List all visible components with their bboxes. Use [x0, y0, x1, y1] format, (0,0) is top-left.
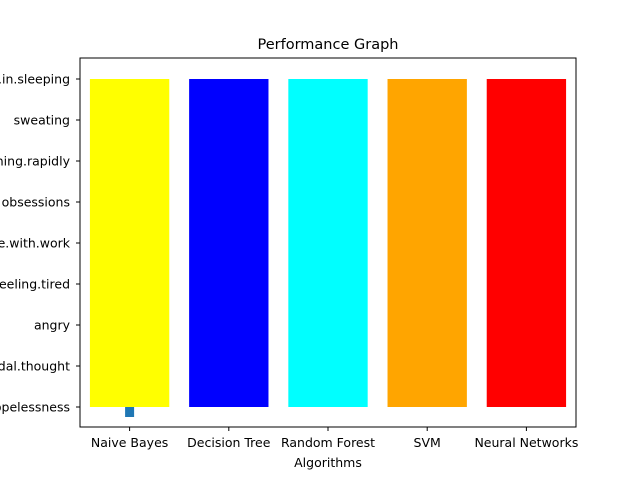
y-tick-label: sweating: [14, 113, 70, 128]
marker-point: [125, 407, 135, 417]
bar-neural-networks: [486, 79, 567, 407]
y-tick-label: breathing.rapidly: [0, 154, 71, 169]
y-tick-label: obsessions: [2, 195, 70, 210]
bar-random-forest: [288, 79, 368, 407]
y-tick-label: angry: [34, 318, 71, 333]
x-tick-label: Neural Networks: [474, 435, 578, 450]
y-tick-label: trouble.with.work: [0, 236, 71, 251]
x-tick-label: Naive Bayes: [91, 435, 168, 450]
x-axis-label: Algorithms: [294, 455, 362, 470]
y-tick-label: trouble.in.sleeping: [0, 72, 70, 87]
y-tick-label: feeling.tired: [0, 277, 70, 292]
bar-naive-bayes: [89, 79, 170, 407]
chart-title: Performance Graph: [258, 37, 399, 53]
x-tick-label: Random Forest: [281, 435, 375, 450]
x-tick-label: SVM: [414, 435, 441, 450]
y-tick-label: suicidal.thought: [0, 359, 70, 374]
y-tick-label: hopelessness: [0, 400, 70, 415]
x-tick-label: Decision Tree: [187, 435, 271, 450]
bar-decision-tree: [189, 79, 269, 407]
bar-svm: [387, 79, 467, 407]
